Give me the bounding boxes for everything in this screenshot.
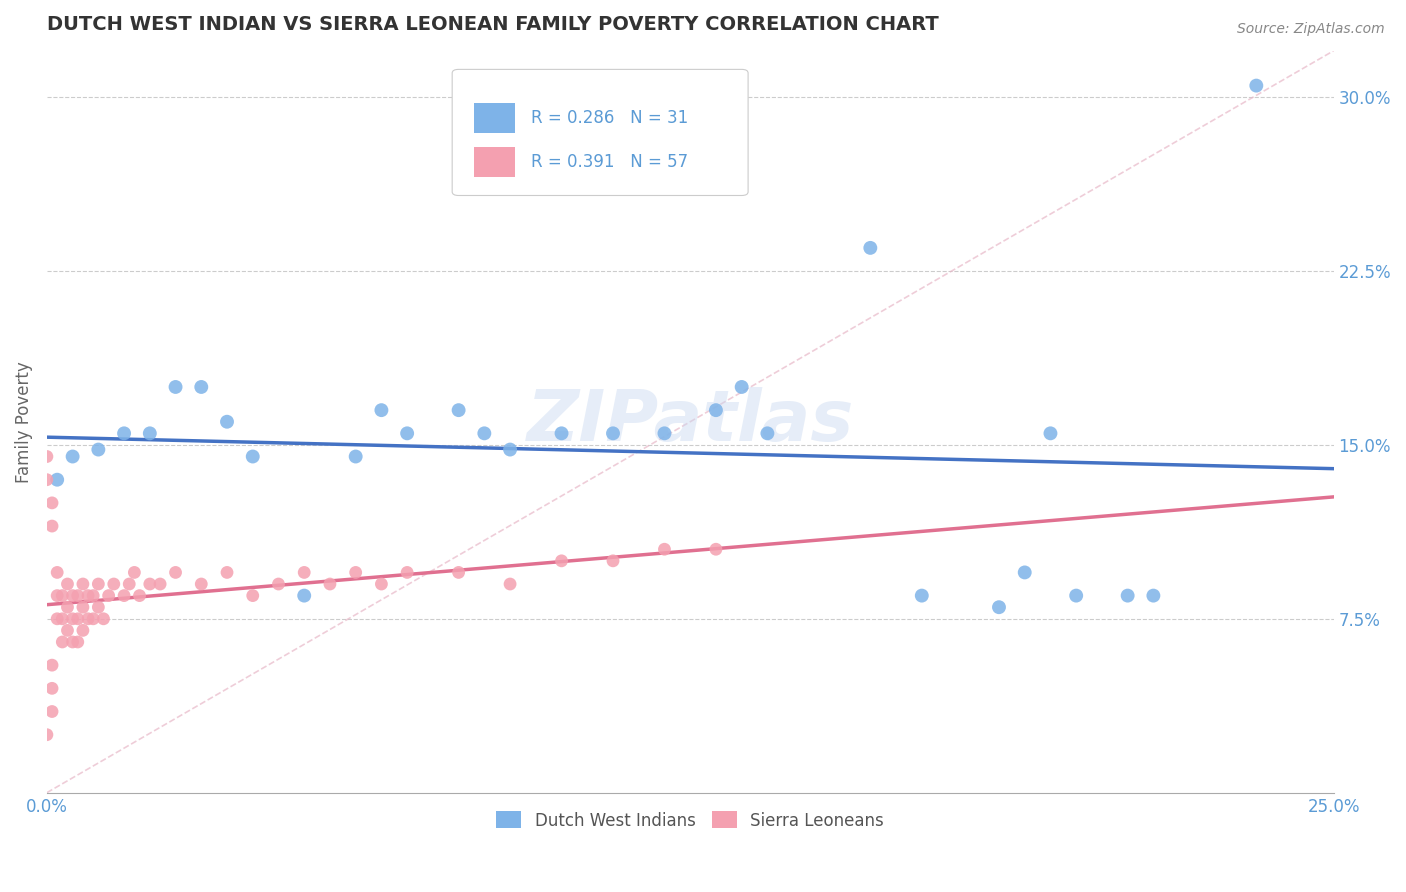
Point bbox=[41, 658, 63, 673]
Point bbox=[77, 612, 100, 626]
Point bbox=[66, 612, 89, 626]
Point bbox=[499, 442, 522, 457]
Point bbox=[602, 554, 624, 568]
Point bbox=[704, 542, 727, 557]
Point bbox=[51, 589, 73, 603]
Point bbox=[242, 589, 264, 603]
Point bbox=[112, 426, 135, 441]
Point bbox=[654, 542, 676, 557]
Point bbox=[396, 566, 419, 580]
Point bbox=[1039, 426, 1062, 441]
Point bbox=[46, 589, 69, 603]
Point bbox=[46, 612, 69, 626]
FancyBboxPatch shape bbox=[474, 103, 515, 133]
Point bbox=[731, 380, 754, 394]
Point bbox=[41, 496, 63, 510]
Point bbox=[344, 566, 367, 580]
Point bbox=[35, 473, 58, 487]
Point bbox=[447, 403, 470, 417]
Point bbox=[56, 577, 79, 591]
Point bbox=[41, 681, 63, 696]
Point bbox=[46, 566, 69, 580]
Point bbox=[344, 450, 367, 464]
Point bbox=[215, 415, 238, 429]
Point bbox=[82, 612, 104, 626]
Point bbox=[654, 426, 676, 441]
Point bbox=[215, 566, 238, 580]
Point bbox=[190, 380, 212, 394]
Point bbox=[370, 577, 392, 591]
Point bbox=[190, 577, 212, 591]
Point bbox=[911, 589, 934, 603]
Point bbox=[1246, 78, 1268, 93]
Point bbox=[396, 426, 419, 441]
Point bbox=[1142, 589, 1164, 603]
Point bbox=[62, 589, 84, 603]
Point bbox=[550, 554, 572, 568]
FancyBboxPatch shape bbox=[453, 70, 748, 195]
Point bbox=[72, 600, 94, 615]
Point bbox=[66, 589, 89, 603]
Point bbox=[124, 566, 146, 580]
Point bbox=[66, 635, 89, 649]
Point bbox=[87, 600, 110, 615]
Point bbox=[97, 589, 120, 603]
Point bbox=[704, 403, 727, 417]
Point bbox=[128, 589, 150, 603]
Point bbox=[1116, 589, 1139, 603]
Legend: Dutch West Indians, Sierra Leoneans: Dutch West Indians, Sierra Leoneans bbox=[489, 805, 891, 836]
Text: Source: ZipAtlas.com: Source: ZipAtlas.com bbox=[1237, 22, 1385, 37]
Text: R = 0.391   N = 57: R = 0.391 N = 57 bbox=[530, 153, 688, 171]
Point bbox=[62, 450, 84, 464]
Y-axis label: Family Poverty: Family Poverty bbox=[15, 361, 32, 483]
Point bbox=[56, 600, 79, 615]
Point bbox=[77, 589, 100, 603]
Point bbox=[165, 566, 187, 580]
Point bbox=[370, 403, 392, 417]
Text: R = 0.286   N = 31: R = 0.286 N = 31 bbox=[530, 109, 688, 128]
Point bbox=[51, 612, 73, 626]
Point bbox=[292, 589, 315, 603]
Point bbox=[472, 426, 495, 441]
Point bbox=[149, 577, 172, 591]
Point bbox=[139, 426, 162, 441]
Point bbox=[139, 577, 162, 591]
Point bbox=[103, 577, 125, 591]
Point bbox=[267, 577, 290, 591]
Point bbox=[550, 426, 572, 441]
Point bbox=[35, 728, 58, 742]
Point bbox=[118, 577, 141, 591]
Point bbox=[447, 566, 470, 580]
Point bbox=[165, 380, 187, 394]
Point bbox=[82, 589, 104, 603]
Point bbox=[93, 612, 115, 626]
Point bbox=[62, 612, 84, 626]
Point bbox=[51, 635, 73, 649]
Point bbox=[87, 442, 110, 457]
Point bbox=[72, 577, 94, 591]
Text: ZIPatlas: ZIPatlas bbox=[526, 387, 853, 456]
Point bbox=[41, 519, 63, 533]
Point bbox=[62, 635, 84, 649]
Point bbox=[1064, 589, 1087, 603]
Text: DUTCH WEST INDIAN VS SIERRA LEONEAN FAMILY POVERTY CORRELATION CHART: DUTCH WEST INDIAN VS SIERRA LEONEAN FAMI… bbox=[46, 15, 939, 34]
Point bbox=[859, 241, 882, 255]
Point bbox=[1014, 566, 1036, 580]
Point bbox=[756, 426, 779, 441]
Point bbox=[602, 426, 624, 441]
Point bbox=[72, 624, 94, 638]
Point bbox=[292, 566, 315, 580]
Point bbox=[56, 624, 79, 638]
Point bbox=[87, 577, 110, 591]
Point bbox=[319, 577, 342, 591]
Point bbox=[35, 450, 58, 464]
Point bbox=[499, 577, 522, 591]
Point bbox=[41, 705, 63, 719]
FancyBboxPatch shape bbox=[474, 147, 515, 177]
Point bbox=[46, 473, 69, 487]
Point bbox=[988, 600, 1011, 615]
Point bbox=[112, 589, 135, 603]
Point bbox=[242, 450, 264, 464]
